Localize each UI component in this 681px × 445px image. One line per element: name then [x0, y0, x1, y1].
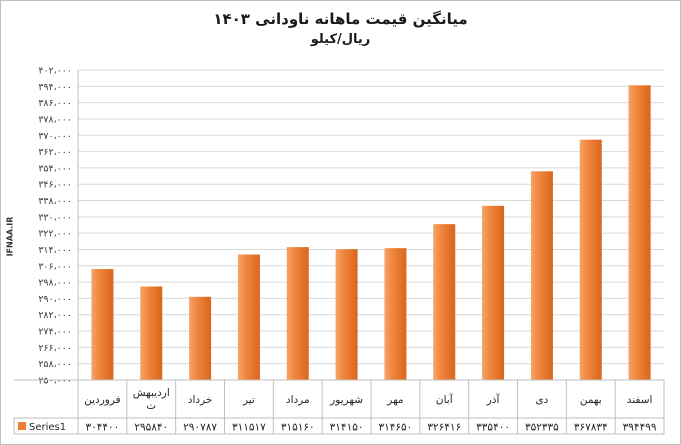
y-tick-label: ۳۶۲،۰۰۰	[38, 147, 72, 158]
y-tick-label: ۳۷۰،۰۰۰	[38, 131, 72, 142]
y-tick-label: ۲۶۶،۰۰۰	[38, 343, 72, 354]
table-value-label: ۳۱۱۵۱۷	[232, 422, 266, 434]
bar	[628, 85, 651, 380]
table-value-label: ۳۱۵۱۶۰	[281, 422, 315, 434]
bar	[579, 139, 602, 380]
bar	[189, 296, 212, 380]
table-value-label: ۳۵۲۳۳۵	[525, 422, 559, 434]
y-tick-label: ۳۱۴،۰۰۰	[38, 245, 72, 256]
table-value-label: ۳۲۶۴۱۶	[427, 422, 461, 434]
table-value-label: ۳۰۴۴۰۰	[85, 422, 119, 434]
x-category-label: اردیبهش	[133, 387, 170, 399]
x-category-label: تیر	[242, 394, 255, 406]
x-category-label: اسفند	[627, 394, 653, 406]
x-category-label: مهر	[386, 394, 403, 406]
y-tick-label: ۳۰۶،۰۰۰	[38, 261, 72, 272]
bar	[433, 224, 456, 380]
y-tick-label: ۲۹۸،۰۰۰	[38, 278, 72, 289]
bar	[482, 205, 505, 380]
legend-swatch	[18, 422, 26, 430]
x-category-label: فروردین	[84, 394, 121, 406]
bar	[335, 249, 358, 380]
table-value-label: ۲۹۰۷۸۷	[183, 422, 217, 434]
table-value-label: ۳۱۴۶۵۰	[378, 422, 412, 434]
x-category-label: شهریور	[329, 394, 363, 406]
y-tick-label: ۳۵۴،۰۰۰	[38, 163, 72, 174]
bar	[140, 286, 163, 380]
y-tick-label: ۳۸۶،۰۰۰	[38, 98, 72, 109]
y-tick-label: ۴۰۲،۰۰۰	[38, 66, 72, 77]
x-category-label: دی	[535, 394, 548, 406]
x-category-label: ت	[146, 400, 156, 412]
bar	[384, 248, 407, 380]
y-tick-label: ۲۵۰،۰۰۰	[38, 376, 72, 387]
table-value-label: ۳۹۴۴۹۹	[623, 422, 657, 434]
y-tick-label: ۲۸۲،۰۰۰	[38, 310, 72, 321]
table-value-label: ۳۳۵۴۰۰	[476, 422, 510, 434]
y-tick-label: ۳۴۶،۰۰۰	[38, 180, 72, 191]
y-tick-label: ۲۵۸،۰۰۰	[38, 359, 72, 370]
y-tick-label: ۳۹۴،۰۰۰	[38, 82, 72, 93]
y-tick-label: ۳۳۸،۰۰۰	[38, 196, 72, 207]
y-tick-label: ۲۷۴،۰۰۰	[38, 327, 72, 338]
legend-series-name: Series1	[29, 422, 66, 433]
y-tick-label: ۳۷۸،۰۰۰	[38, 114, 72, 125]
x-category-label: آبان	[436, 393, 454, 406]
x-category-label: بهمن	[580, 394, 602, 406]
bar	[237, 254, 260, 380]
chart-subtitle: ریال/کیلو	[310, 32, 371, 47]
table-value-label: ۳۱۴۱۵۰	[330, 422, 364, 434]
table-value-label: ۲۹۵۸۴۰	[134, 422, 168, 434]
bar	[530, 171, 553, 380]
bar	[286, 247, 309, 380]
chart-title-block: میانگین قیمت ماهانه ناودانی ۱۴۰۳ ریال/کی…	[0, 8, 681, 50]
chart-title: میانگین قیمت ماهانه ناودانی ۱۴۰۳	[213, 10, 468, 28]
y-tick-label: ۲۹۰،۰۰۰	[38, 294, 72, 305]
y-tick-label: ۳۲۲،۰۰۰	[38, 229, 72, 240]
bar	[91, 269, 114, 380]
y-tick-label: ۳۳۰،۰۰۰	[38, 212, 72, 223]
x-category-label: خرداد	[188, 394, 213, 406]
x-category-label: آذر	[486, 393, 501, 406]
x-category-label: مرداد	[286, 394, 310, 406]
table-value-label: ۳۶۷۸۳۴	[574, 422, 608, 434]
